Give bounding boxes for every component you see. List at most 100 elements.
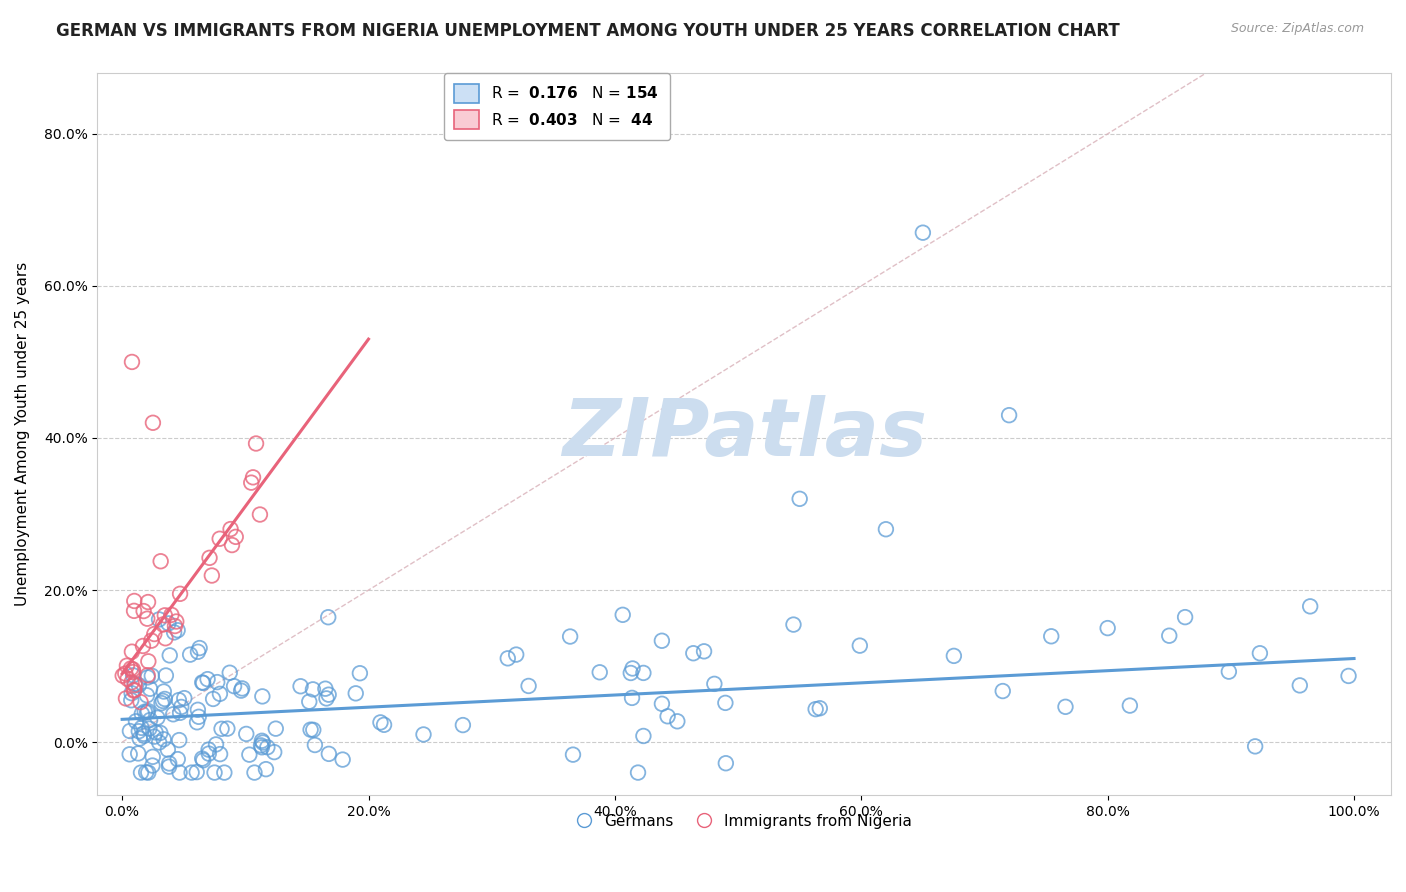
Point (318, 747, 340, 761)
Point (621, 661, 644, 675)
Point (157, 616, 180, 631)
Point (344, 686, 367, 700)
Point (187, 703, 209, 717)
Point (141, 758, 163, 772)
Point (703, 677, 725, 691)
Point (122, 665, 145, 679)
Point (209, 747, 232, 761)
Point (136, 765, 159, 780)
Point (290, 679, 312, 693)
Point (155, 668, 177, 682)
Point (314, 681, 336, 696)
Point (129, 695, 152, 709)
Point (191, 675, 214, 690)
Y-axis label: Unemployment Among Youth under 25 years: Unemployment Among Youth under 25 years (15, 262, 30, 607)
Point (141, 633, 163, 648)
Point (136, 706, 159, 720)
Point (373, 718, 395, 732)
Point (155, 632, 177, 646)
Point (682, 646, 704, 660)
Point (1244, 739, 1267, 754)
Point (124, 678, 146, 692)
Point (160, 607, 183, 622)
Point (150, 696, 173, 710)
Point (1097, 621, 1119, 635)
Point (252, 735, 274, 749)
Point (942, 648, 965, 663)
Point (152, 617, 174, 632)
Point (124, 594, 146, 608)
Point (118, 724, 141, 739)
Point (875, 522, 897, 536)
Point (186, 765, 208, 780)
Point (249, 508, 271, 522)
Point (627, 765, 650, 780)
Point (134, 705, 156, 719)
Point (170, 700, 193, 714)
Point (808, 701, 831, 715)
Point (211, 722, 233, 736)
Point (141, 669, 163, 683)
Point (250, 733, 273, 747)
Point (166, 624, 188, 638)
Point (180, 765, 202, 780)
Point (146, 711, 169, 725)
Point (349, 666, 371, 681)
Point (332, 753, 354, 767)
Point (589, 665, 612, 680)
Point (122, 683, 145, 698)
Point (666, 714, 689, 729)
Point (169, 765, 191, 780)
Point (231, 681, 253, 696)
Point (188, 641, 211, 656)
Point (193, 676, 215, 690)
Point (1040, 629, 1063, 643)
Point (152, 732, 174, 747)
Legend: Germans, Immigrants from Nigeria: Germans, Immigrants from Nigeria (571, 807, 918, 835)
Point (217, 722, 239, 736)
Point (121, 645, 143, 659)
Point (254, 762, 277, 776)
Point (316, 610, 339, 624)
Point (138, 722, 160, 736)
Point (143, 627, 166, 641)
Point (186, 715, 208, 730)
Point (127, 747, 149, 761)
Point (152, 684, 174, 698)
Point (219, 522, 242, 536)
Point (558, 630, 581, 644)
Point (165, 615, 187, 629)
Point (238, 747, 260, 762)
Point (245, 436, 267, 450)
Point (789, 491, 811, 506)
Point (122, 663, 145, 677)
Point (187, 645, 209, 659)
Point (129, 765, 152, 780)
Point (167, 733, 190, 747)
Point (128, 678, 150, 692)
Point (149, 554, 172, 568)
Point (225, 530, 247, 544)
Point (139, 681, 162, 696)
Point (998, 408, 1021, 422)
Point (412, 727, 434, 741)
Point (302, 723, 325, 737)
Point (121, 355, 143, 369)
Point (264, 722, 287, 736)
Point (451, 718, 474, 732)
Point (714, 756, 737, 771)
Point (205, 738, 228, 752)
Point (142, 749, 165, 764)
Point (142, 416, 165, 430)
Point (136, 612, 159, 626)
Point (114, 666, 136, 681)
Point (1249, 646, 1271, 660)
Point (1119, 698, 1142, 713)
Point (169, 706, 191, 720)
Point (132, 604, 155, 618)
Point (620, 665, 643, 680)
Point (222, 679, 245, 693)
Point (198, 747, 221, 761)
Text: Source: ZipAtlas.com: Source: ZipAtlas.com (1230, 22, 1364, 36)
Point (250, 740, 273, 755)
